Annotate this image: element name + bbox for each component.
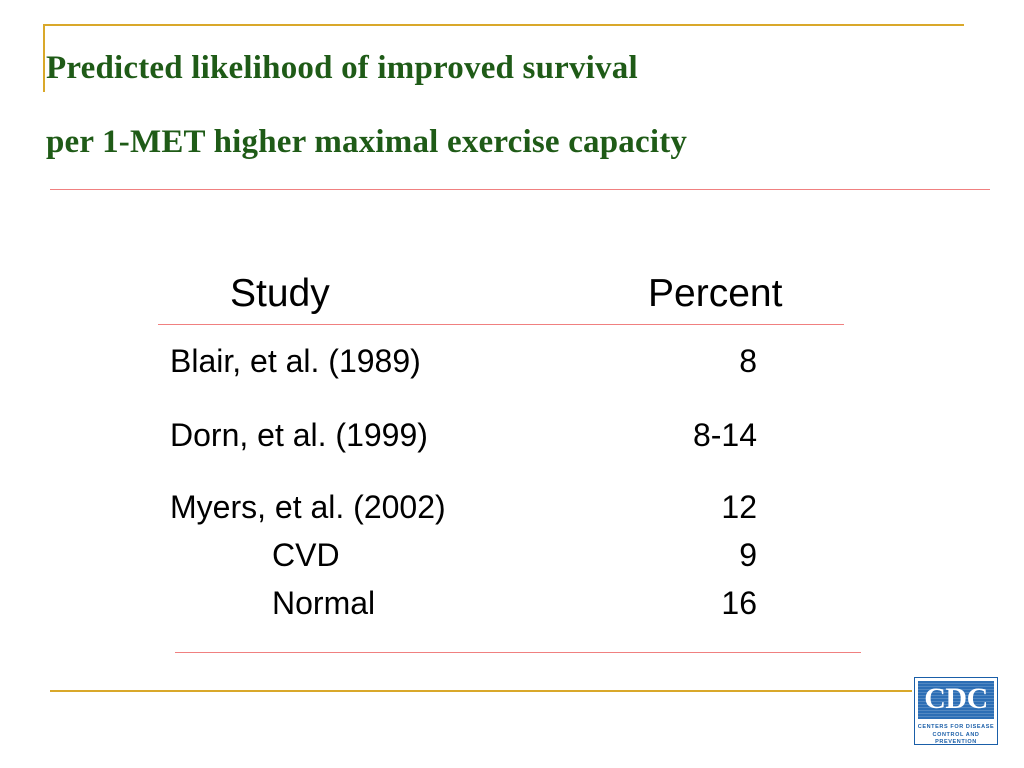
slide-title-line-1: Predicted likelihood of improved surviva…: [46, 50, 638, 86]
cdc-logo-tagline-2: CONTROL AND PREVENTION: [932, 732, 980, 745]
study-subgroup-cvd: CVD: [272, 537, 340, 573]
percent-dorn: 8-14: [692, 417, 757, 453]
cdc-logo-tagline-1: CENTERS FOR DISEASE: [917, 724, 995, 730]
cdc-logo-letters: CDC: [924, 682, 988, 715]
title-divider: [50, 189, 990, 190]
frame-left-line: [43, 24, 45, 92]
cdc-logo: CDC CENTERS FOR DISEASE CONTROL AND PREV…: [914, 677, 998, 745]
slide-title-line-2: per 1-MET higher maximal exercise capaci…: [46, 124, 688, 160]
study-subgroup-normal: Normal: [272, 585, 376, 621]
header-divider: [158, 324, 844, 325]
study-name-blair: Blair, et al. (1989): [170, 343, 421, 379]
percent-blair: 8: [739, 343, 757, 379]
frame-top-line: [44, 24, 964, 26]
percent-cvd: 9: [739, 537, 757, 573]
column-header-percent: Percent: [648, 272, 783, 315]
percent-myers: 12: [721, 489, 757, 525]
study-name-dorn: Dorn, et al. (1999): [170, 417, 428, 453]
footer-line: [50, 690, 912, 692]
table-bottom-divider: [175, 652, 861, 653]
study-name-myers: Myers, et al. (2002): [170, 489, 446, 525]
column-header-study: Study: [230, 272, 330, 315]
cdc-logo-box: CDC: [918, 681, 994, 719]
percent-normal: 16: [721, 585, 757, 621]
